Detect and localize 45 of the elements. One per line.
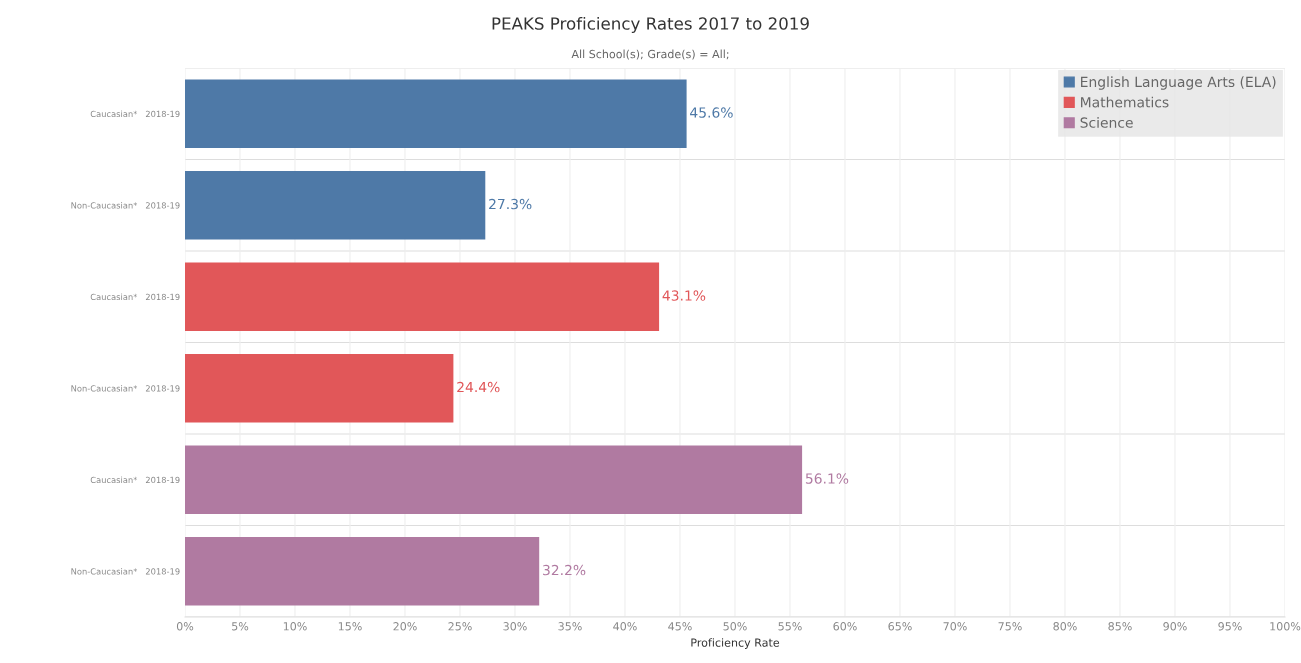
- x-axis-title: Proficiency Rate: [691, 638, 780, 649]
- x-tick-label: 60%: [833, 622, 857, 631]
- x-tick-label: 70%: [943, 622, 967, 631]
- x-tick-label: 65%: [888, 622, 912, 631]
- bar: [185, 170, 486, 240]
- x-tick-label: 95%: [1218, 622, 1242, 631]
- x-tick-label: 45%: [668, 622, 692, 631]
- x-tick-label: 85%: [1108, 622, 1132, 631]
- data-label: 43.1%: [662, 290, 706, 301]
- x-tick-label: 15%: [338, 622, 362, 631]
- x-tick-label: 80%: [1053, 622, 1077, 631]
- bar: [185, 79, 687, 149]
- x-tick-label: 55%: [778, 622, 802, 631]
- bar: [185, 445, 803, 515]
- y-tick-label: Non-Caucasian* 2018-19: [71, 202, 180, 209]
- legend-label: Science: [1080, 117, 1133, 128]
- y-tick-label: Non-Caucasian* 2018-19: [71, 385, 180, 392]
- x-tick-label: 35%: [558, 622, 582, 631]
- bar: [185, 262, 660, 332]
- chart-subtitle: All School(s); Grade(s) = All;: [571, 49, 729, 60]
- y-tick-label: Non-Caucasian* 2018-19: [71, 568, 180, 575]
- x-tick-label: 20%: [393, 622, 417, 631]
- legend-label: English Language Arts (ELA): [1081, 76, 1276, 90]
- x-tick-label: 5%: [232, 622, 249, 631]
- x-tick-label: 0%: [176, 622, 194, 631]
- x-tick-label: 25%: [448, 622, 472, 631]
- data-label: 32.2%: [543, 564, 586, 576]
- bar: [185, 353, 454, 423]
- y-tick-label: Caucasian* 2018-19: [90, 293, 180, 301]
- data-label: 56.1%: [805, 473, 849, 484]
- y-tick-label: Caucasian* 2018-19: [90, 476, 180, 484]
- x-tick-label: 75%: [998, 622, 1022, 631]
- bar: [185, 536, 540, 606]
- x-tick-label: 50%: [723, 622, 747, 631]
- x-tick-label: 40%: [613, 622, 637, 631]
- legend-label: Mathematics: [1081, 96, 1169, 108]
- x-tick-label: 100%: [1270, 622, 1301, 631]
- y-tick-label: Caucasian* 2018-19: [90, 110, 180, 118]
- data-label: 45.6%: [690, 107, 733, 118]
- x-tick-label: 10%: [283, 622, 307, 631]
- chart-title: PEAKS Proficiency Rates 2017 to 2019: [492, 16, 809, 34]
- x-tick-label: 90%: [1163, 622, 1187, 631]
- x-tick-label: 30%: [503, 622, 527, 631]
- data-label: 27.3%: [489, 198, 532, 210]
- data-label: 24.4%: [457, 381, 500, 393]
